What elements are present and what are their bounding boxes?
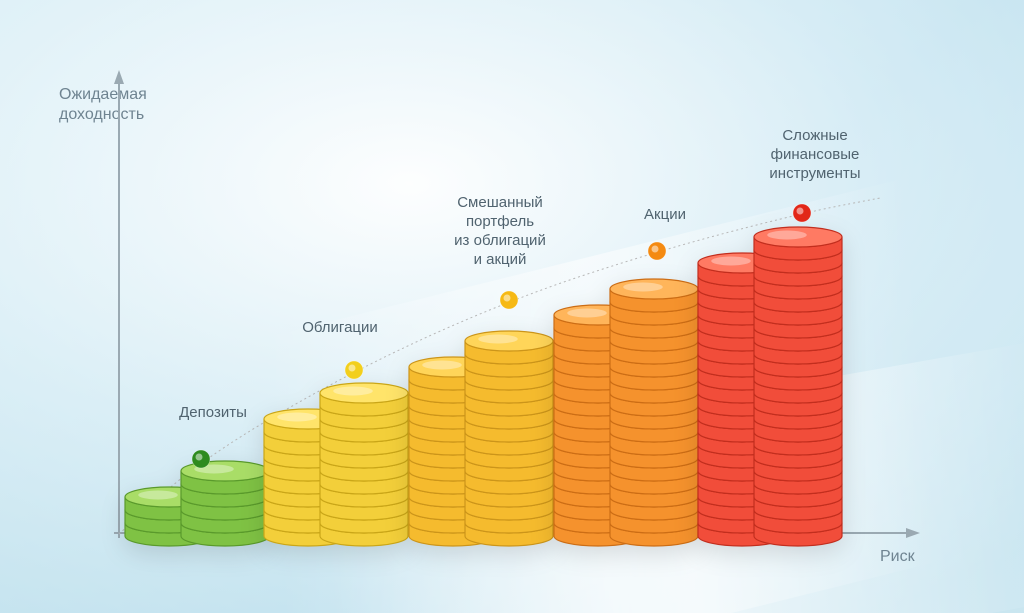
- chart-svg: [0, 0, 1024, 613]
- coin-stack-stocks: [554, 279, 698, 546]
- coin-stack-deposits: [125, 461, 269, 546]
- coin-stack-mixed: [409, 331, 553, 546]
- category-label-bonds: Облигации: [280, 318, 400, 337]
- coin-stack-bonds: [264, 383, 408, 546]
- coin-stacks-layer: [125, 227, 842, 546]
- category-label-complex: Сложные финансовые инструменты: [740, 126, 890, 183]
- infographic-stage: { "axes": { "y_label_line1": "Ожидаемая"…: [0, 0, 1024, 613]
- coin-stack-complex: [698, 227, 842, 546]
- category-label-stocks: Акции: [625, 205, 705, 224]
- category-label-mixed: Смешанный портфель из облигаций и акций: [430, 193, 570, 269]
- category-label-deposits: Депозиты: [168, 403, 258, 422]
